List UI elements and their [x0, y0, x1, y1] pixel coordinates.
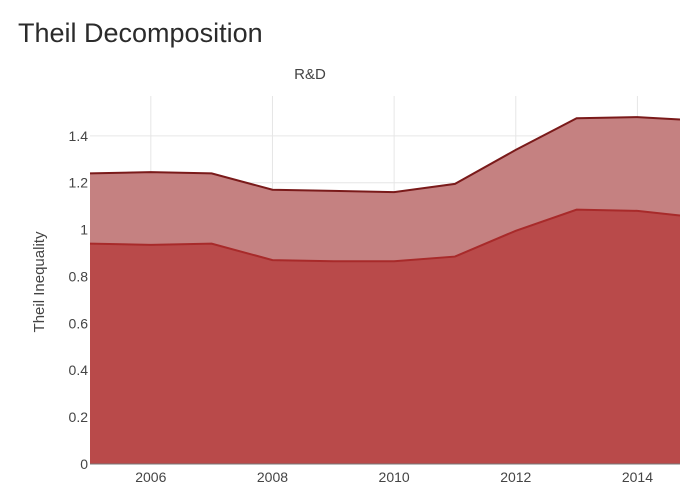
y-tick-label: 0.2 [69, 409, 89, 425]
y-axis-title: Theil Inequality [31, 231, 48, 332]
y-tick-label: 1 [80, 222, 88, 238]
y-tick-label: 0 [80, 456, 88, 472]
series-area-1 [90, 209, 680, 464]
series-area-2 [90, 117, 680, 262]
chart-title: R&D [294, 66, 326, 83]
y-tick-label: 1.4 [69, 128, 89, 144]
series-areas [90, 117, 680, 464]
x-tick-label: 2006 [135, 469, 166, 485]
x-tick-label: 2012 [500, 469, 531, 485]
page-title: Theil Decomposition [18, 18, 263, 48]
x-tick-label: 2014 [622, 469, 653, 485]
x-tick-label: 2008 [257, 469, 288, 485]
axis-ticks: 0 0.2 0.4 0.6 0.8 1 1.2 1.4 2006 2008 2010 2012 2014 [69, 128, 680, 485]
series-line-1 [89, 208, 680, 263]
series-line-2 [89, 116, 680, 194]
x-tick-label: 2010 [379, 469, 410, 485]
y-tick-label: 0.8 [69, 268, 89, 284]
y-tick-label: 0.4 [69, 362, 89, 378]
y-tick-label: 0.6 [69, 315, 89, 331]
y-tick-label: 1.2 [69, 175, 89, 191]
series-lines [89, 116, 680, 263]
